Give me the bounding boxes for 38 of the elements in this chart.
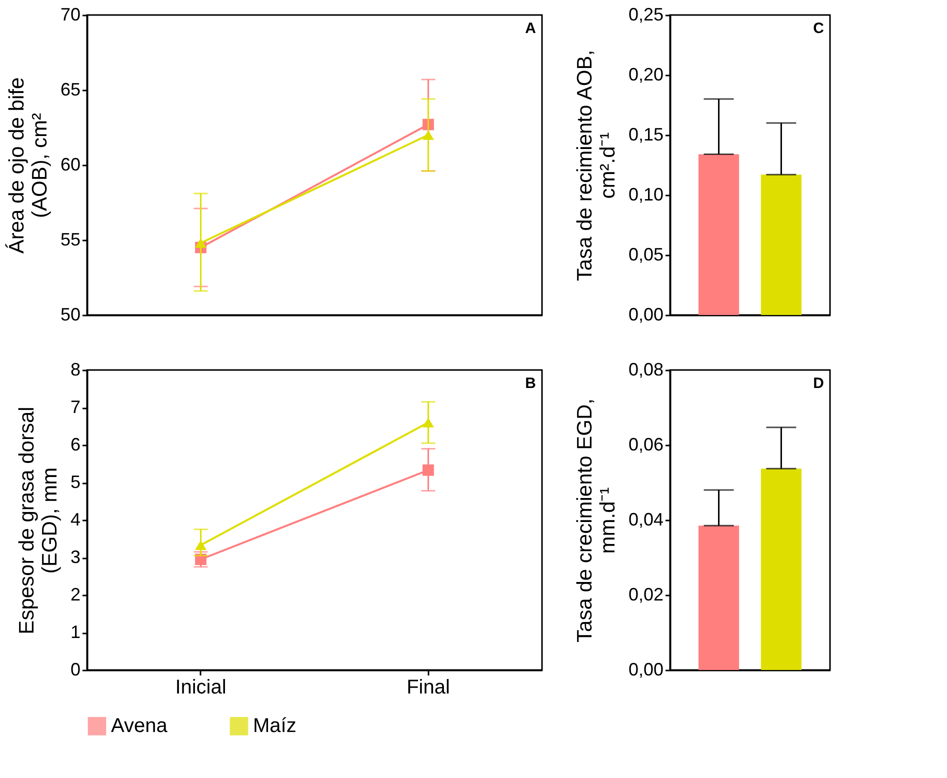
- y-tick-label: 5: [70, 472, 80, 492]
- y-tick-label: 2: [70, 584, 80, 604]
- y-tick-label: 0,10: [628, 184, 664, 204]
- y-tick-label: 0,05: [628, 244, 664, 264]
- x-tick-label: Final: [406, 676, 450, 698]
- annotation: B: [525, 375, 536, 392]
- y-tick-label: 3: [70, 547, 80, 567]
- y-axis-title: Espesor de grasa dorsal (EGD), mm: [15, 406, 62, 634]
- annotation: D: [813, 375, 824, 392]
- y-tick-label: 55: [60, 230, 80, 250]
- y-tick-label: 0,08: [628, 360, 664, 380]
- annotation: C: [813, 20, 824, 37]
- y-tick-label: 50: [60, 304, 80, 324]
- y-axis-title: Área de ojo de bife (AOB), cm²: [4, 77, 52, 254]
- annotation: A: [525, 20, 536, 37]
- y-tick-label: 0,15: [628, 124, 664, 144]
- y-tick-label: 0,06: [628, 434, 664, 454]
- legend-label: Avena: [111, 715, 168, 738]
- y-tick-label: 0: [70, 660, 80, 680]
- y-tick-label: 70: [60, 4, 80, 24]
- y-tick-label: 4: [70, 510, 80, 530]
- y-axis-title: Tasa de recimiento AOB, cm².d⁻¹: [573, 50, 620, 282]
- y-tick-label: 0,04: [628, 510, 664, 530]
- y-axis-title: Tasa de crecimiento EGD, mm.d⁻¹: [573, 398, 620, 642]
- y-tick-label: 6: [70, 434, 80, 454]
- y-tick-label: 7: [70, 397, 80, 417]
- x-tick-label: Inicial: [175, 676, 226, 698]
- legend-label: Maíz: [253, 715, 296, 738]
- y-tick-label: 0,02: [628, 584, 664, 604]
- y-tick-label: 0,00: [628, 304, 664, 324]
- y-tick-label: 65: [60, 80, 80, 100]
- y-tick-label: 0,20: [628, 64, 664, 84]
- y-tick-label: 8: [70, 360, 80, 380]
- point: [422, 464, 434, 476]
- y-tick-label: 0,00: [628, 660, 664, 680]
- y-tick-label: 1: [70, 622, 80, 642]
- y-tick-label: 60: [60, 154, 80, 174]
- y-tick-label: 0,25: [628, 4, 664, 24]
